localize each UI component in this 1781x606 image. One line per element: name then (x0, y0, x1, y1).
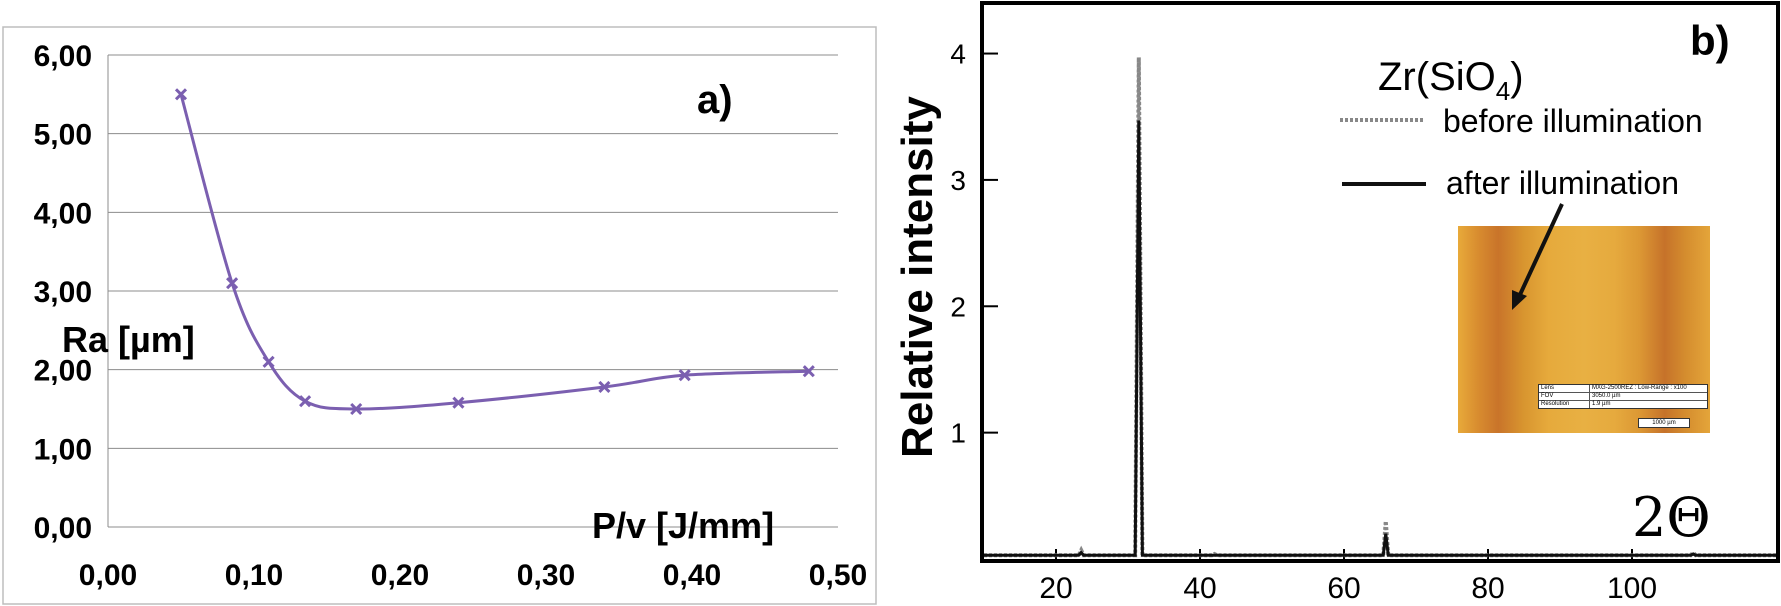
panel-a: 0,00 1,00 2,00 3,00 4,00 5,00 6,00 0,00 0,10 0,2… (2, 26, 877, 605)
panel-a-y-tick-labels: 0,00 1,00 2,00 3,00 4,00 5,00 6,00 (34, 40, 92, 545)
panel-b-x-ticks: 20 40 60 80 100 (1039, 549, 1657, 605)
micrograph-inset: Lens MXG-2500REZ : Low-Range : x100 FOV … (1458, 226, 1710, 433)
ra-data-point (174, 88, 188, 101)
x-tick-label: 60 (1327, 572, 1360, 605)
panel-b-label: b) (1690, 17, 1730, 64)
y-tick-label: 2 (950, 291, 966, 322)
panel-b-series (984, 57, 1776, 558)
compound-close: ) (1510, 55, 1523, 99)
y-tick-label: 6,00 (34, 40, 92, 73)
y-tick-label: 3,00 (34, 276, 92, 309)
ra-data-point (262, 355, 275, 368)
info-key: FOV (1539, 393, 1590, 400)
panel-a-x-tick-labels: 0,00 0,10 0,20 0,30 0,40 0,50 (79, 559, 867, 592)
legend-before-label: before illumination (1443, 103, 1703, 139)
x-tick-label: 0,50 (809, 559, 867, 592)
y-tick-label: 0,00 (34, 512, 92, 545)
info-value: 1.9 µm (1592, 401, 1611, 407)
ra-data-point (452, 396, 465, 409)
panel-a-series (174, 88, 815, 416)
y-tick-label: 2,00 (34, 355, 92, 388)
info-row-fov: FOV 3050.0 µm (1539, 393, 1707, 401)
y-tick-label: 3 (950, 165, 966, 196)
legend-after-label: after illumination (1446, 165, 1679, 201)
panel-a-x-axis-label: P/v [J/mm] (592, 505, 774, 546)
ra-data-point (226, 277, 239, 290)
x-tick-label: 100 (1607, 572, 1657, 605)
x-tick-label: 0,00 (79, 559, 137, 592)
x-tick-label: 0,10 (225, 559, 283, 592)
x-tick-label: 0,40 (663, 559, 721, 592)
after-illumination-line (984, 120, 1776, 557)
x-tick-label: 20 (1039, 572, 1072, 605)
panel-b-x-axis-label: 2Θ (1632, 486, 1711, 549)
ra-data-point (350, 402, 363, 416)
info-key: Resolution (1539, 401, 1590, 408)
ra-data-point (299, 395, 312, 408)
x-tick-label: 40 (1183, 572, 1216, 605)
info-value: MXG-2500REZ : Low-Range : x100 (1592, 385, 1687, 391)
compound-label: Zr(SiO4) (1378, 55, 1524, 106)
info-row-lens: Lens MXG-2500REZ : Low-Range : x100 (1539, 385, 1707, 393)
info-value: 3050.0 µm (1592, 393, 1621, 399)
micrograph-info-table: Lens MXG-2500REZ : Low-Range : x100 FOV … (1538, 384, 1708, 409)
x-tick-label: 0,20 (371, 559, 429, 592)
ra-data-point (802, 365, 815, 378)
compound-main: Zr(SiO (1378, 55, 1496, 99)
panel-a-label: a) (697, 78, 733, 122)
y-tick-label: 1,00 (34, 433, 92, 466)
compound-subscript: 4 (1496, 76, 1510, 106)
panel-a-frame (2, 26, 877, 605)
panel-a-y-axis-label: Ra [µm] (62, 319, 195, 360)
x-tick-label: 80 (1471, 572, 1504, 605)
y-tick-label: 1 (950, 418, 966, 449)
y-tick-label: 5,00 (34, 119, 92, 152)
panel-b-y-axis-label: Relative intensity (893, 96, 942, 458)
panel-b-y-ticks: 1 2 3 4 (950, 39, 998, 449)
info-row-resolution: Resolution 1.9 µm (1539, 401, 1707, 408)
ra-data-point (678, 369, 691, 382)
ra-data-point (598, 380, 611, 394)
info-key: Lens (1539, 385, 1590, 392)
panel-a-gridlines (107, 54, 838, 528)
scale-bar: 1000 µm (1638, 418, 1690, 428)
x-tick-label: 0,30 (517, 559, 575, 592)
y-tick-label: 4,00 (34, 197, 92, 230)
y-tick-label: 4 (950, 39, 966, 70)
